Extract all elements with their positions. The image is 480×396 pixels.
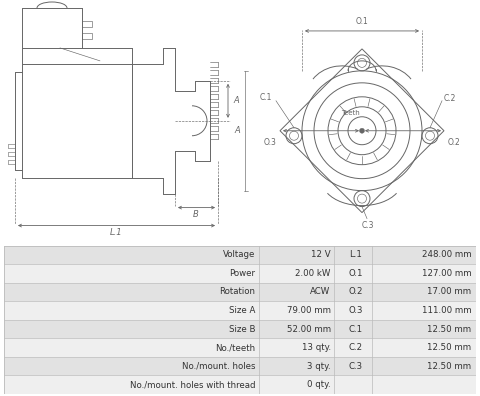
Text: 111.00 mm: 111.00 mm (422, 306, 471, 315)
FancyBboxPatch shape (82, 33, 92, 39)
Text: 79.00 mm: 79.00 mm (287, 306, 331, 315)
Text: Teeth: Teeth (341, 110, 360, 116)
Text: C.1: C.1 (260, 93, 272, 102)
Text: 3 qty.: 3 qty. (307, 362, 331, 371)
Text: 52.00 mm: 52.00 mm (287, 325, 331, 333)
Text: C.2: C.2 (348, 343, 363, 352)
Text: O.2: O.2 (348, 287, 363, 297)
FancyBboxPatch shape (4, 301, 476, 320)
Text: O.3: O.3 (263, 138, 276, 147)
Text: L.1: L.1 (349, 250, 362, 259)
Text: 12.50 mm: 12.50 mm (427, 343, 471, 352)
FancyBboxPatch shape (4, 283, 476, 301)
Text: 13 qty.: 13 qty. (301, 343, 331, 352)
Text: No./mount. holes: No./mount. holes (181, 362, 255, 371)
Text: 17.00 mm: 17.00 mm (427, 287, 471, 297)
Text: Size B: Size B (228, 325, 255, 333)
Text: 248.00 mm: 248.00 mm (422, 250, 471, 259)
Text: ACW: ACW (311, 287, 331, 297)
Text: 12.50 mm: 12.50 mm (427, 325, 471, 333)
Text: 12.50 mm: 12.50 mm (427, 362, 471, 371)
Text: A: A (234, 126, 240, 135)
Text: O.1: O.1 (348, 269, 363, 278)
Circle shape (360, 128, 364, 133)
Text: C.2: C.2 (444, 94, 456, 103)
Text: A: A (233, 96, 239, 105)
Text: O.2: O.2 (448, 138, 461, 147)
Text: O.3: O.3 (348, 306, 363, 315)
FancyBboxPatch shape (82, 21, 92, 27)
Text: O.1: O.1 (356, 17, 368, 26)
FancyBboxPatch shape (4, 375, 476, 394)
Text: Rotation: Rotation (219, 287, 255, 297)
Text: 127.00 mm: 127.00 mm (422, 269, 471, 278)
Text: 2.00 kW: 2.00 kW (295, 269, 331, 278)
FancyBboxPatch shape (4, 264, 476, 283)
Text: L.1: L.1 (110, 228, 122, 237)
Text: Voltage: Voltage (223, 250, 255, 259)
Text: Power: Power (229, 269, 255, 278)
Text: C.3: C.3 (362, 221, 374, 230)
Text: No./teeth: No./teeth (215, 343, 255, 352)
Text: C.1: C.1 (348, 325, 363, 333)
FancyBboxPatch shape (4, 246, 476, 264)
FancyBboxPatch shape (4, 320, 476, 338)
Text: Size A: Size A (229, 306, 255, 315)
Text: C.3: C.3 (348, 362, 363, 371)
FancyBboxPatch shape (4, 338, 476, 357)
Text: 12 V: 12 V (311, 250, 331, 259)
FancyBboxPatch shape (4, 357, 476, 375)
Text: 0 qty.: 0 qty. (307, 380, 331, 389)
Text: No./mount. holes with thread: No./mount. holes with thread (130, 380, 255, 389)
Text: B: B (193, 210, 199, 219)
